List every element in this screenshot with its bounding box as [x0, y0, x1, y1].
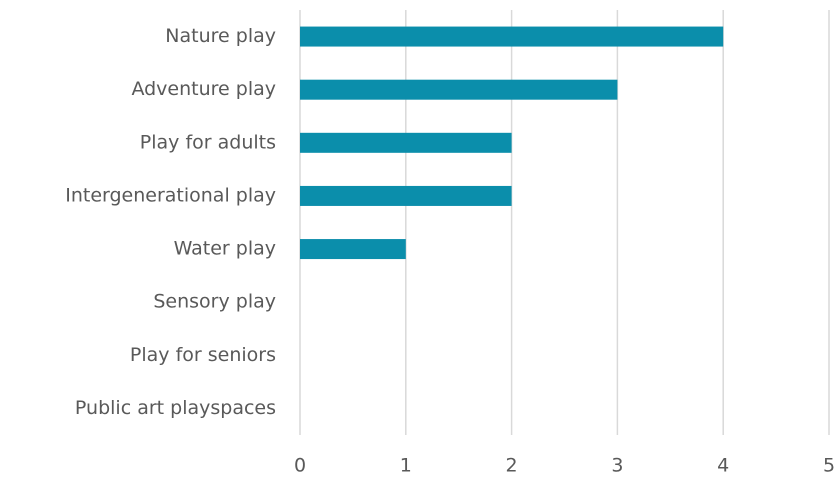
y-tick-label: Adventure play: [131, 78, 276, 100]
x-tick-label: 4: [717, 455, 729, 476]
bar: [300, 239, 406, 260]
x-tick-label: 2: [506, 455, 518, 476]
y-tick-label: Public art playspaces: [75, 397, 276, 419]
x-tick-label: 0: [294, 455, 306, 476]
y-tick-label: Play for seniors: [130, 344, 276, 366]
x-tick-label: 3: [611, 455, 623, 476]
y-tick-label: Water play: [174, 238, 276, 260]
y-tick-label: Intergenerational play: [65, 184, 276, 206]
bar: [300, 26, 724, 47]
x-tick-label: 1: [400, 455, 412, 476]
y-tick-label: Play for adults: [140, 131, 276, 153]
bar: [300, 185, 512, 206]
bar: [300, 79, 618, 100]
bar: [300, 132, 512, 153]
x-tick-label: 5: [823, 455, 834, 476]
y-tick-label: Sensory play: [153, 291, 276, 313]
y-tick-label: Nature play: [165, 25, 276, 47]
